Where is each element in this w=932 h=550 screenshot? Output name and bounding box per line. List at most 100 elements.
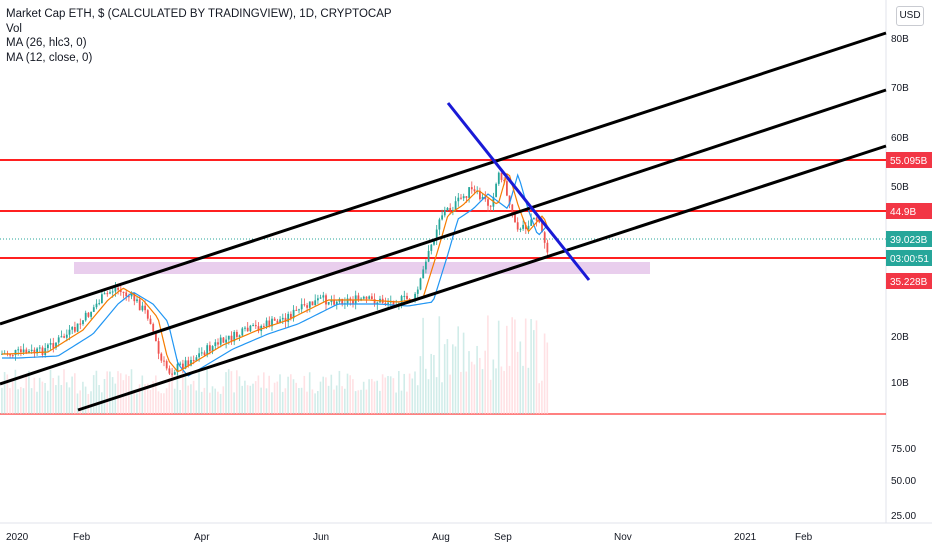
chart-legend: Market Cap ETH, $ (CALCULATED BY TRADING…	[6, 7, 392, 65]
volume-bar	[425, 368, 427, 414]
volume-bar	[311, 389, 314, 414]
candle-body	[533, 217, 535, 220]
volume-bar	[538, 383, 540, 414]
volume-bar	[306, 391, 308, 414]
candle-body	[481, 197, 484, 200]
volume-bar	[271, 392, 273, 414]
candle-body	[244, 327, 246, 329]
volume-bar	[443, 344, 446, 414]
candle-body	[109, 292, 111, 294]
volume-bar	[20, 386, 22, 414]
candle-body	[327, 302, 330, 305]
volume-bar	[476, 345, 478, 414]
legend-vol[interactable]: Vol	[6, 22, 22, 35]
volume-bar	[65, 382, 68, 414]
legend-ma-26[interactable]: MA (26, hlc3, 0)	[6, 37, 87, 49]
volume-bar	[441, 382, 443, 414]
candle-body	[30, 349, 33, 352]
candle-body	[265, 320, 268, 327]
candle-body	[225, 339, 227, 343]
candle-body	[141, 305, 144, 311]
currency-button[interactable]: USD	[896, 6, 924, 26]
ma-12-line	[2, 172, 548, 373]
volume-bar	[225, 372, 227, 414]
candle-body	[392, 300, 395, 307]
volume-bar	[468, 351, 470, 414]
volume-bar	[419, 356, 422, 414]
candle-body	[49, 343, 52, 345]
candle-body	[473, 189, 476, 192]
volume-bar	[462, 332, 465, 414]
volume-bar	[433, 355, 435, 414]
ma-26-line	[2, 173, 548, 377]
volume-bar	[260, 387, 262, 414]
candle-body	[470, 187, 473, 190]
volume-bar	[55, 385, 57, 414]
volume-bar	[122, 380, 125, 414]
y-tick-20b: 20B	[891, 332, 909, 343]
candle-body	[200, 352, 203, 354]
countdown-tag-label: 03:00:51	[890, 254, 929, 265]
volume-bar	[514, 319, 516, 414]
candle-body	[238, 335, 241, 337]
candle-body	[190, 359, 192, 366]
volume-bar	[519, 341, 522, 414]
volume-bar	[346, 373, 349, 414]
volume-bar	[211, 386, 214, 414]
candle-body	[160, 353, 163, 361]
volume-bar	[198, 370, 200, 414]
volume-bar	[427, 379, 430, 414]
price-tag-current	[886, 231, 932, 247]
candle-body	[98, 303, 101, 305]
candle-body	[384, 302, 387, 304]
candle-body	[371, 296, 373, 300]
volume-bar	[365, 389, 368, 414]
volume-bar	[236, 370, 238, 414]
volume-bar	[473, 364, 476, 414]
candle-body	[479, 190, 481, 200]
volume-bar	[265, 388, 268, 414]
candle-body	[168, 368, 171, 374]
volume-bar	[373, 381, 376, 414]
volume-bar	[422, 317, 424, 414]
candle-body	[57, 337, 60, 343]
candle-body	[103, 293, 106, 295]
volume-bar	[511, 317, 513, 414]
volume-bar	[541, 380, 543, 414]
volume-bar	[435, 377, 438, 414]
volume-bar	[470, 361, 473, 414]
volume-bar	[295, 382, 297, 414]
volume-bar	[168, 378, 171, 414]
volume-bar	[47, 390, 49, 414]
candle-body	[157, 341, 160, 354]
volume-bar	[87, 393, 90, 414]
volume-bar	[395, 392, 397, 414]
volume-bar	[92, 375, 95, 414]
candle-body	[138, 299, 141, 311]
volume-bar	[360, 389, 362, 414]
volume-bar	[527, 367, 530, 414]
volume-bar	[379, 390, 381, 414]
volume-bar	[484, 350, 486, 414]
volume-bar	[400, 390, 403, 414]
volume-bar	[325, 377, 327, 414]
volume-bar	[362, 381, 365, 414]
volume-bar	[14, 369, 17, 414]
x-tick-2020: 2020	[6, 532, 29, 543]
candle-body	[454, 201, 457, 210]
volume-bar	[344, 388, 346, 414]
candle-body	[427, 250, 430, 262]
candle-body	[535, 217, 538, 221]
candle-body	[516, 222, 519, 230]
legend-title[interactable]: Market Cap ETH, $ (CALCULATED BY TRADING…	[6, 8, 392, 20]
volume-bar	[249, 385, 252, 414]
candle-body	[95, 303, 98, 308]
volume-bar	[392, 378, 395, 414]
volume-bar	[263, 372, 265, 414]
volume-bar	[155, 375, 157, 414]
candle-body	[111, 291, 114, 293]
price-tag-44b-label: 44.9B	[890, 207, 916, 218]
volume-bar	[535, 320, 538, 414]
legend-ma-12[interactable]: MA (12, close, 0)	[6, 51, 93, 64]
